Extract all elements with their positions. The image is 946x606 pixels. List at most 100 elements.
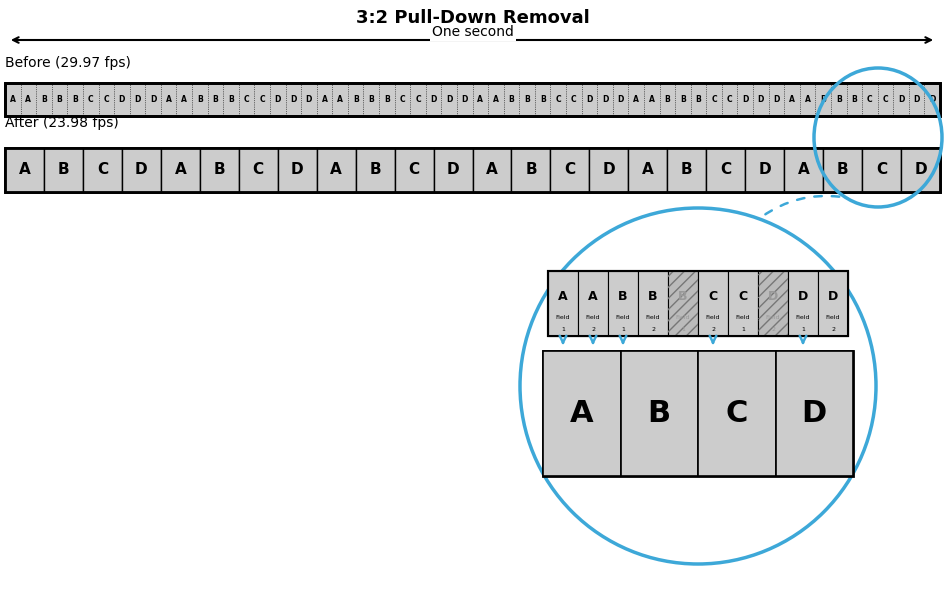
Bar	[758, 271, 788, 336]
Text: A: A	[558, 290, 568, 304]
Bar	[83, 148, 122, 192]
Text: C: C	[883, 95, 888, 104]
Text: A: A	[588, 290, 598, 304]
Text: B: B	[836, 95, 842, 104]
Text: C: C	[571, 95, 577, 104]
Bar	[698, 271, 728, 336]
Text: C: C	[720, 162, 731, 178]
Bar	[543, 351, 853, 476]
Text: B: B	[540, 95, 546, 104]
Text: B: B	[820, 95, 826, 104]
Text: 2: 2	[591, 327, 595, 332]
Bar	[548, 271, 848, 336]
Text: 1: 1	[561, 327, 565, 332]
Bar	[200, 148, 238, 192]
Text: 2: 2	[651, 327, 655, 332]
Text: B: B	[384, 95, 390, 104]
Text: D: D	[603, 162, 615, 178]
Text: D: D	[797, 290, 808, 304]
Bar	[784, 148, 823, 192]
Bar	[238, 148, 278, 192]
Bar	[548, 271, 578, 336]
Text: 1: 1	[801, 327, 805, 332]
Text: Field: Field	[796, 315, 811, 321]
Text: D: D	[462, 95, 468, 104]
Text: A: A	[633, 95, 639, 104]
Text: C: C	[565, 162, 575, 178]
Text: B: B	[368, 95, 374, 104]
Text: A: A	[182, 95, 187, 104]
Text: D: D	[929, 95, 936, 104]
Text: D: D	[306, 95, 312, 104]
Circle shape	[520, 208, 876, 564]
Bar	[745, 148, 784, 192]
Text: D: D	[602, 95, 608, 104]
Text: D: D	[290, 95, 296, 104]
Text: C: C	[244, 95, 250, 104]
Text: D: D	[801, 399, 827, 428]
Bar	[278, 148, 317, 192]
Text: A: A	[642, 162, 654, 178]
Text: D: D	[618, 95, 623, 104]
Text: B: B	[851, 95, 857, 104]
Bar	[758, 271, 788, 336]
Bar	[5, 148, 940, 192]
Text: D: D	[134, 95, 141, 104]
Bar	[818, 271, 848, 336]
Bar	[44, 148, 83, 192]
Bar	[512, 148, 551, 192]
Text: Field: Field	[826, 315, 840, 321]
Text: A: A	[26, 95, 31, 104]
Text: C: C	[399, 95, 405, 104]
Bar	[823, 148, 862, 192]
Text: B: B	[695, 95, 701, 104]
Text: A: A	[569, 399, 593, 428]
Text: D: D	[430, 95, 437, 104]
Bar	[707, 148, 745, 192]
Text: C: C	[88, 95, 94, 104]
Bar	[667, 148, 707, 192]
Text: B: B	[648, 290, 657, 304]
Bar	[543, 351, 621, 476]
Text: B: B	[41, 95, 47, 104]
Text: B: B	[524, 95, 530, 104]
Text: Field: Field	[555, 315, 570, 321]
Text: D: D	[149, 95, 156, 104]
Text: 2: 2	[831, 327, 835, 332]
Text: A: A	[486, 162, 498, 178]
Text: D: D	[446, 95, 452, 104]
Text: B: B	[57, 95, 62, 104]
Text: B: B	[353, 95, 359, 104]
Bar	[668, 271, 698, 336]
Text: D: D	[135, 162, 148, 178]
Bar	[776, 351, 853, 476]
Text: A: A	[322, 95, 327, 104]
Text: D: D	[447, 162, 460, 178]
Text: Field: Field	[706, 315, 720, 321]
Text: C: C	[876, 162, 887, 178]
Text: A: A	[805, 95, 811, 104]
Bar	[5, 83, 940, 116]
Bar	[394, 148, 433, 192]
Text: 1: 1	[681, 327, 685, 332]
Text: C: C	[415, 95, 421, 104]
Text: B: B	[619, 290, 628, 304]
Text: Before (29.97 fps): Before (29.97 fps)	[5, 56, 131, 70]
Bar	[788, 271, 818, 336]
Bar	[698, 351, 776, 476]
Text: D: D	[742, 95, 748, 104]
Text: D: D	[759, 162, 771, 178]
Text: A: A	[649, 95, 655, 104]
Text: A: A	[166, 95, 171, 104]
Text: 3:2 Pull-Down Removal: 3:2 Pull-Down Removal	[356, 9, 590, 27]
Bar	[578, 271, 608, 336]
Bar	[621, 351, 698, 476]
Text: B: B	[680, 95, 686, 104]
Bar	[161, 148, 200, 192]
Text: C: C	[555, 95, 561, 104]
Text: C: C	[711, 95, 717, 104]
Text: D: D	[758, 95, 764, 104]
Bar	[638, 271, 668, 336]
Text: D: D	[773, 95, 780, 104]
Text: B: B	[197, 95, 202, 104]
